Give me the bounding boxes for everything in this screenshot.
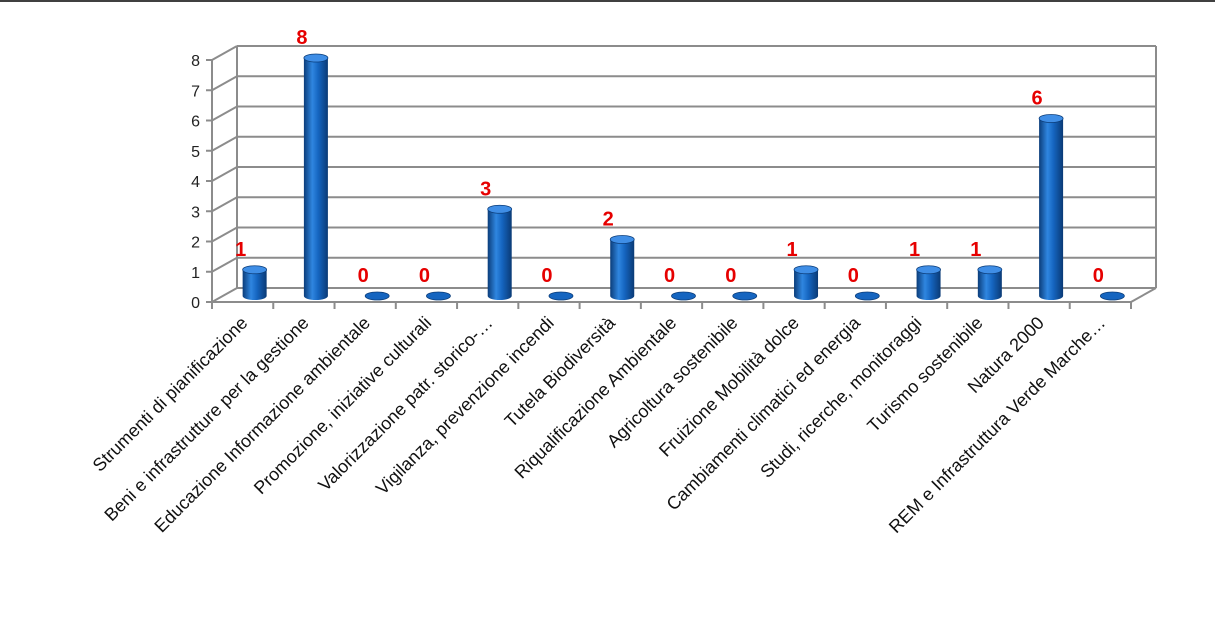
side-gridline [211, 287, 238, 303]
side-gridline [211, 75, 238, 92]
bar-body [794, 269, 819, 300]
data-label: 1 [786, 239, 797, 261]
y-tick-label: 4 [191, 174, 200, 191]
bar-cap [1099, 291, 1125, 301]
data-label: 0 [358, 265, 369, 287]
bar [977, 265, 1003, 300]
bar-body [487, 209, 512, 300]
x-tick-label: Educazione Informazione ambientale [150, 313, 374, 537]
y-tick-label: 5 [191, 144, 200, 161]
data-label: 1 [235, 239, 246, 261]
data-label: 0 [419, 265, 430, 287]
data-label: 1 [970, 239, 981, 261]
bar-cap [242, 265, 268, 275]
bar [242, 265, 268, 300]
chart-bars [242, 53, 1125, 301]
bar [732, 291, 758, 301]
data-label: 0 [664, 265, 675, 287]
bar [487, 204, 513, 300]
bar-cap [671, 291, 696, 301]
y-tick-label: 7 [191, 83, 200, 100]
bar-cap [977, 265, 1003, 275]
y-axis-ticks: 0 1 2 3 4 5 6 7 8 [191, 53, 212, 312]
data-label: 0 [1093, 265, 1104, 287]
y-tick-label: 0 [191, 295, 200, 312]
bar-cap [1038, 114, 1064, 123]
side-gridline [211, 105, 238, 122]
data-label: 1 [909, 239, 920, 261]
bar-cap [732, 291, 758, 301]
bar-body [1039, 118, 1064, 300]
side-gridline [211, 256, 238, 273]
data-label: 0 [541, 265, 552, 287]
side-gridline [211, 135, 238, 152]
x-tick-label: Tutela Biodiversità [501, 312, 620, 431]
bar-body [610, 239, 635, 300]
data-label: 0 [848, 265, 859, 287]
bar [793, 265, 819, 300]
data-label: 8 [296, 27, 307, 49]
bar-body [916, 269, 941, 300]
bar-cap [426, 291, 451, 301]
side-gridline [211, 196, 238, 213]
bar [548, 291, 574, 301]
bar-cap [854, 291, 880, 301]
bar [671, 291, 696, 301]
x-tick-label: REM e Infrastruttura Verde Marche… [885, 313, 1109, 537]
y-tick-label: 1 [191, 265, 200, 282]
bar [364, 291, 390, 301]
bar-cap [548, 291, 574, 301]
y-tick-label: 8 [191, 53, 200, 70]
bar [609, 235, 635, 300]
bar-cap [303, 53, 329, 63]
floor-right-edge [1130, 287, 1157, 303]
y-tick-label: 6 [191, 114, 200, 131]
bar [916, 265, 941, 300]
bar [426, 291, 451, 301]
y-tick-label: 3 [191, 204, 200, 221]
bar-body [242, 269, 267, 300]
bar [1099, 291, 1125, 301]
bar-cap [487, 204, 513, 214]
bar [303, 53, 329, 300]
bar-cap [609, 235, 635, 244]
side-gridline [211, 226, 238, 243]
bar-cap [793, 265, 819, 275]
bar [854, 291, 880, 301]
data-label: 0 [725, 265, 736, 287]
x-tick-label: Turismo sostenibile [863, 313, 986, 436]
chart-axes [211, 60, 1157, 309]
bar [1038, 114, 1064, 300]
bar-body [977, 269, 1002, 300]
bar-body [303, 58, 328, 300]
data-labels: 1 8 0 0 3 0 2 0 0 1 0 1 1 6 0 [235, 27, 1104, 287]
data-label: 3 [480, 178, 491, 200]
side-gridline [211, 45, 238, 61]
side-gridline [211, 166, 238, 182]
data-label: 6 [1032, 88, 1043, 110]
bar-cap [364, 291, 390, 301]
bar-cap [916, 265, 941, 275]
y-tick-label: 2 [191, 235, 200, 252]
chart-grid [211, 45, 1157, 303]
data-label: 2 [603, 209, 614, 231]
